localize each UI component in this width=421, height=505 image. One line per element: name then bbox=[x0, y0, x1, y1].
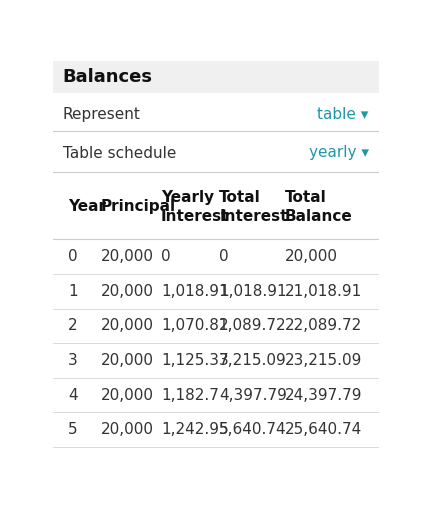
Text: Table schedule: Table schedule bbox=[63, 145, 176, 161]
Text: 1,018.91: 1,018.91 bbox=[161, 284, 229, 299]
Text: Total
Balance: Total Balance bbox=[285, 190, 353, 224]
FancyBboxPatch shape bbox=[53, 61, 379, 93]
Text: Year: Year bbox=[68, 199, 106, 215]
Text: 1,018.91: 1,018.91 bbox=[219, 284, 287, 299]
Text: 20,000: 20,000 bbox=[101, 284, 154, 299]
Text: 25,640.74: 25,640.74 bbox=[285, 422, 362, 437]
Text: 20,000: 20,000 bbox=[101, 388, 154, 402]
Text: 24,397.79: 24,397.79 bbox=[285, 388, 362, 402]
Text: 20,000: 20,000 bbox=[101, 353, 154, 368]
Text: 0: 0 bbox=[68, 249, 78, 264]
Text: 1,070.81: 1,070.81 bbox=[161, 318, 229, 333]
Text: 2: 2 bbox=[68, 318, 78, 333]
Text: 20,000: 20,000 bbox=[101, 318, 154, 333]
Text: 0: 0 bbox=[161, 249, 171, 264]
Text: Represent: Represent bbox=[63, 107, 141, 122]
Text: 23,215.09: 23,215.09 bbox=[285, 353, 362, 368]
Text: Yearly
Interest: Yearly Interest bbox=[161, 190, 229, 224]
Text: 1,125.37: 1,125.37 bbox=[161, 353, 229, 368]
Text: 20,000: 20,000 bbox=[101, 422, 154, 437]
Text: 20,000: 20,000 bbox=[101, 249, 154, 264]
Text: 22,089.72: 22,089.72 bbox=[285, 318, 362, 333]
Text: 20,000: 20,000 bbox=[285, 249, 338, 264]
Text: Total
Interest: Total Interest bbox=[219, 190, 288, 224]
Text: Balances: Balances bbox=[63, 68, 153, 86]
Text: 0: 0 bbox=[219, 249, 229, 264]
Text: 2,089.72: 2,089.72 bbox=[219, 318, 287, 333]
Text: 1,182.7: 1,182.7 bbox=[161, 388, 219, 402]
Text: 4: 4 bbox=[68, 388, 78, 402]
Text: 3,215.09: 3,215.09 bbox=[219, 353, 287, 368]
Text: Principal: Principal bbox=[101, 199, 176, 215]
Text: 21,018.91: 21,018.91 bbox=[285, 284, 362, 299]
Text: 5: 5 bbox=[68, 422, 78, 437]
Text: 1,242.95: 1,242.95 bbox=[161, 422, 229, 437]
Text: 4,397.79: 4,397.79 bbox=[219, 388, 287, 402]
Text: 1: 1 bbox=[68, 284, 78, 299]
Text: table ▾: table ▾ bbox=[317, 107, 369, 122]
Text: 5,640.74: 5,640.74 bbox=[219, 422, 287, 437]
Text: yearly ▾: yearly ▾ bbox=[309, 145, 369, 161]
Text: 3: 3 bbox=[68, 353, 78, 368]
